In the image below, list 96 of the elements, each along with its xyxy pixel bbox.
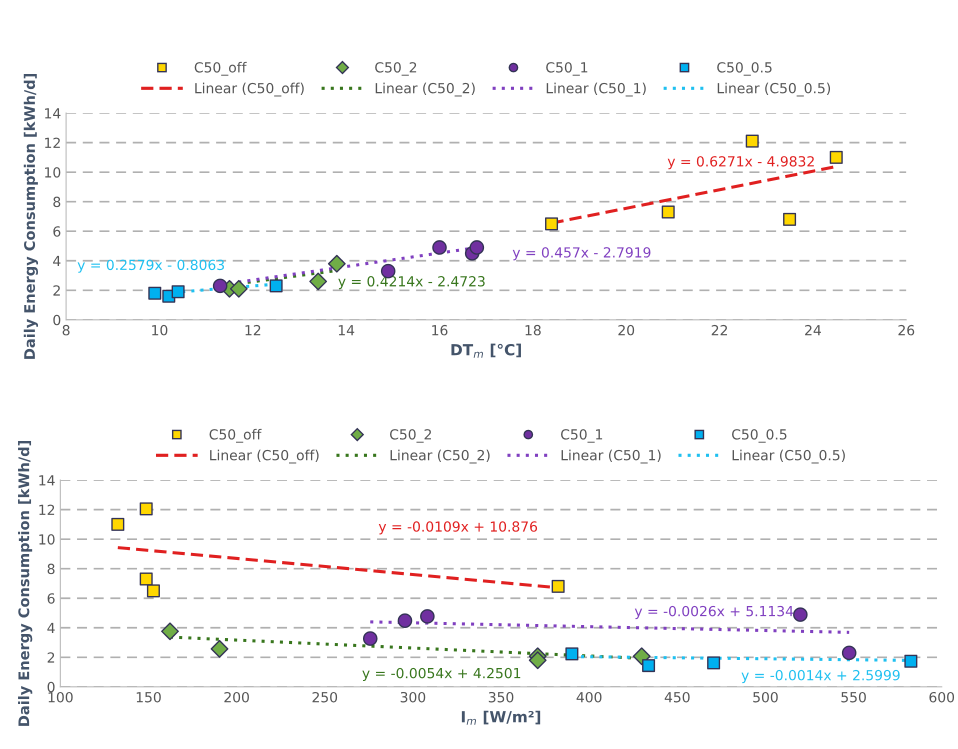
point — [111, 518, 124, 531]
y-axis-title: Daily Energy Consumption [kWh/d] — [18, 440, 32, 726]
x-tick-label: 18 — [526, 324, 541, 336]
y-tick-label: 0 — [53, 314, 60, 326]
x-tick-label: 24 — [805, 324, 821, 336]
annotation: y = -0.0109x + 10.876 — [378, 521, 538, 534]
point — [140, 502, 153, 516]
point — [842, 646, 856, 660]
point — [230, 280, 248, 298]
point — [270, 279, 283, 292]
point — [398, 613, 412, 628]
y-tick-label: 2 — [53, 285, 60, 296]
point — [565, 647, 578, 660]
x-tick-label: 26 — [898, 324, 914, 336]
x-tick-label: 500 — [753, 692, 778, 702]
legend-label: C50_1 — [546, 62, 588, 76]
x-axis-title: DT$_{m}$ [°C] — [451, 344, 521, 358]
legend-label: C50_0.5 — [732, 429, 786, 443]
point — [328, 254, 346, 273]
y-axis-title: Daily Energy Consumption [kWh/d] — [24, 74, 38, 359]
y-tick-label: 12 — [39, 504, 54, 515]
legend-label: Linear (C50_2) — [390, 450, 490, 464]
y-tick-label: 8 — [48, 564, 55, 574]
annotation: y = 0.4214x - 2.4723 — [338, 276, 485, 290]
annotation: y = -0.0014x + 2.5999 — [741, 670, 900, 684]
x-axis-title: I$_{m}$ [W/m²] — [462, 710, 540, 725]
point — [212, 278, 228, 294]
x-tick-label: 400 — [576, 692, 602, 702]
point — [470, 240, 484, 255]
point — [362, 631, 378, 646]
x-tick-label: 16 — [432, 324, 448, 336]
y-tick-label: 14 — [45, 108, 60, 118]
y-tick-label: 12 — [45, 138, 60, 148]
x-tick-label: 300 — [400, 692, 426, 702]
y-tick-label: 4 — [53, 256, 60, 266]
annotation: y = 0.2579x - 0.8063 — [78, 260, 224, 273]
x-tick-label: 600 — [929, 692, 954, 702]
point — [904, 654, 918, 668]
point — [707, 656, 720, 670]
x-tick-label: 550 — [841, 692, 866, 702]
x-tick-label: 250 — [312, 692, 338, 702]
legend-label: Linear (C50_off) — [195, 82, 304, 96]
y-tick-label: 14 — [39, 475, 55, 486]
y-tick-label: 0 — [48, 682, 55, 692]
y-tick-label: 6 — [53, 226, 60, 237]
legend-label: C50_2 — [375, 62, 416, 76]
x-tick-label: 10 — [152, 324, 168, 336]
point — [309, 272, 328, 290]
legend-label: Linear (C50_1) — [562, 450, 661, 464]
point — [420, 609, 435, 624]
y-tick-label: 10 — [39, 534, 55, 545]
y-tick-label: 6 — [48, 593, 55, 604]
y-tick-label: 2 — [48, 652, 54, 663]
point — [662, 206, 675, 219]
point — [552, 580, 565, 593]
annotation: y = 0.6271x - 4.9832 — [668, 156, 814, 170]
legend-label: Linear (C50_0.5) — [732, 450, 845, 464]
point — [528, 651, 547, 670]
x-tick-label: 150 — [136, 692, 161, 702]
point — [148, 286, 162, 300]
point — [161, 622, 179, 640]
point — [210, 640, 228, 658]
x-tick-label: 12 — [245, 324, 260, 336]
annotation: y = -0.0054x + 4.2501 — [362, 668, 520, 682]
point — [545, 217, 558, 230]
point — [140, 572, 153, 586]
y-tick-label: 8 — [53, 196, 60, 208]
point — [432, 240, 447, 255]
y-tick-label: 4 — [47, 622, 55, 634]
point — [172, 285, 185, 298]
x-tick-label: 20 — [618, 324, 634, 336]
x-tick-label: 200 — [224, 692, 249, 702]
x-tick-label: 8 — [62, 324, 70, 336]
point — [783, 212, 796, 226]
legend-label: C50_1 — [561, 429, 602, 443]
x-tick-label: 100 — [48, 692, 73, 702]
point — [642, 659, 656, 672]
x-tick-label: 22 — [712, 324, 728, 336]
x-tick-label: 14 — [338, 325, 354, 336]
point — [830, 150, 843, 164]
legend-label: Linear (C50_2) — [376, 82, 475, 96]
annotation: y = -0.0026x + 5.1134 — [634, 606, 794, 620]
point — [146, 584, 160, 598]
point — [793, 607, 808, 622]
legend-label: Linear (C50_0.5) — [718, 82, 830, 96]
legend-label: C50_off — [194, 62, 247, 76]
legend-label: C50_0.5 — [717, 62, 772, 76]
x-tick-label: 450 — [664, 692, 690, 702]
point — [746, 134, 759, 148]
legend-label: Linear (C50_off) — [210, 450, 319, 464]
annotation: y = 0.457x - 2.7919 — [512, 247, 650, 260]
legend-label: C50_2 — [390, 429, 431, 443]
x-tick-label: 350 — [488, 692, 514, 702]
legend-label: Linear (C50_1) — [546, 82, 646, 96]
legend-label: C50_off — [210, 428, 262, 443]
y-tick-label: 10 — [45, 167, 60, 178]
